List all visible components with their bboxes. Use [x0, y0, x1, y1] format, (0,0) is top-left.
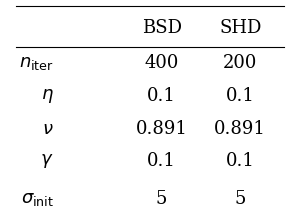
Text: 0.1: 0.1 [147, 87, 176, 105]
Text: 200: 200 [223, 54, 257, 72]
Text: $\eta$: $\eta$ [41, 87, 54, 105]
Text: SHD: SHD [219, 19, 261, 37]
Text: $n_{\mathrm{iter}}$: $n_{\mathrm{iter}}$ [19, 54, 54, 72]
Text: BSD: BSD [142, 19, 182, 37]
Text: 400: 400 [144, 54, 179, 72]
Text: 0.1: 0.1 [226, 153, 255, 170]
Text: 0.1: 0.1 [147, 153, 176, 170]
Text: 0.891: 0.891 [136, 119, 188, 138]
Text: $\sigma_{\mathrm{init}}$: $\sigma_{\mathrm{init}}$ [21, 190, 54, 208]
Text: 5: 5 [156, 190, 167, 208]
Text: $\gamma$: $\gamma$ [40, 153, 54, 170]
Text: 5: 5 [235, 190, 246, 208]
Text: $\nu$: $\nu$ [42, 119, 54, 138]
Text: 0.1: 0.1 [226, 87, 255, 105]
Text: 0.891: 0.891 [214, 119, 266, 138]
